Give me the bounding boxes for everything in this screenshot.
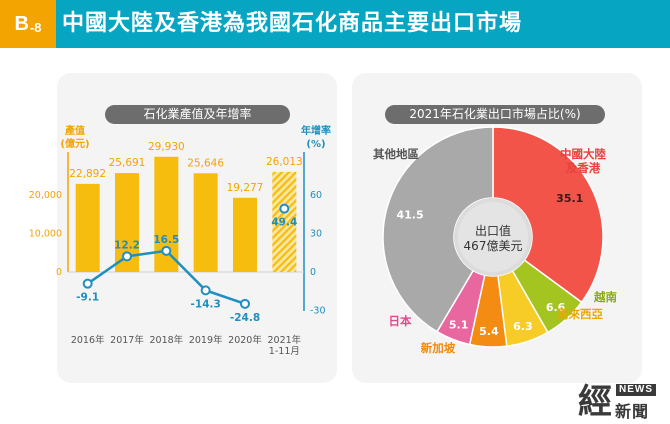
category-label: 2020年 (228, 334, 262, 346)
slice-category-label: 馬來西亞 (557, 307, 603, 321)
category-label: 2018年 (149, 334, 183, 346)
growth-point (161, 245, 172, 256)
left-axis-tick-label: 20,000 (29, 190, 62, 201)
growth-point (240, 298, 250, 309)
badge-number: -8 (29, 19, 42, 35)
pie-chart-title: 2021年石化業出口市場占比(%) (385, 105, 605, 124)
bar-value-label: 25,646 (187, 157, 224, 169)
slice-category-label: 日本 (389, 314, 412, 328)
slice-category-label: 及香港 (566, 161, 601, 175)
growth-value-label: -14.3 (191, 298, 221, 310)
bar (233, 197, 257, 272)
slice-category-label: 其他地區 (373, 147, 419, 161)
growth-value-label: 12.2 (114, 239, 140, 251)
growth-value-label: 49.4 (271, 217, 297, 229)
badge-letter: B (14, 12, 29, 35)
donut-center-line1: 出口值 (475, 223, 511, 238)
section-badge: B -8 (0, 0, 56, 48)
category-label: 2021年 (267, 334, 301, 346)
right-axis-label-line2: (%) (306, 139, 325, 150)
slice-value-label: 5.4 (479, 325, 499, 338)
category-label: 1-11月 (269, 346, 300, 357)
bar-value-label: 22,892 (69, 168, 106, 180)
right-axis-tick-label: -30 (310, 306, 326, 317)
slice-value-label: 6.6 (546, 301, 566, 314)
growth-point (82, 278, 93, 289)
category-label: 2017年 (110, 334, 144, 346)
left-axis-tick-label: 10,000 (29, 229, 62, 240)
slice-category-label: 新加坡 (421, 341, 456, 355)
right-axis-label-line1: 年增率 (301, 124, 331, 137)
right-axis-tick-label: 60 (310, 190, 322, 201)
bar (272, 171, 297, 272)
left-axis-tick-label: 0 (56, 267, 62, 278)
slice-value-label: 5.1 (449, 319, 469, 332)
bar (193, 173, 218, 272)
bar-value-label: 25,691 (109, 157, 146, 169)
growth-point (200, 285, 211, 296)
slice-category-label: 越南 (593, 290, 617, 304)
right-axis-tick-label: 0 (310, 267, 316, 278)
bar-value-label: 26,013 (266, 156, 303, 168)
donut-center-inner (458, 202, 528, 272)
slice-value-label: 41.5 (396, 208, 423, 221)
growth-point (279, 203, 290, 214)
growth-point (122, 251, 132, 262)
slice-category-label: 中國大陸 (560, 147, 606, 161)
donut-center-line2: 467億美元 (464, 239, 523, 253)
logo-news-badge: NEWS (616, 384, 656, 396)
slice-value-label: 6.3 (513, 320, 533, 333)
bar-chart-title: 石化業產值及年增率 (105, 105, 290, 124)
category-label: 2016年 (71, 334, 105, 346)
category-label: 2019年 (189, 334, 223, 346)
bar-value-label: 29,930 (148, 141, 185, 153)
page-title: 中國大陸及香港為我國石化商品主要出口市場 (62, 11, 523, 36)
growth-value-label: -9.1 (76, 292, 99, 304)
growth-value-label: -24.8 (230, 312, 260, 324)
logo-character: 經 (578, 382, 612, 422)
bar-value-label: 19,277 (227, 182, 264, 194)
logo-subtitle: 新聞 (615, 402, 650, 421)
right-axis-tick-label: 30 (310, 229, 322, 240)
bar (75, 183, 100, 272)
growth-value-label: 16.5 (153, 234, 179, 246)
left-axis-label-line2: (億元) (60, 137, 89, 150)
header-bar: B -8 中國大陸及香港為我國石化商品主要出口市場 (0, 0, 670, 48)
slice-value-label: 35.1 (556, 192, 583, 205)
news-logo: 經 NEWS 新聞 (578, 382, 664, 422)
left-axis-label-line1: 產值 (64, 124, 85, 137)
